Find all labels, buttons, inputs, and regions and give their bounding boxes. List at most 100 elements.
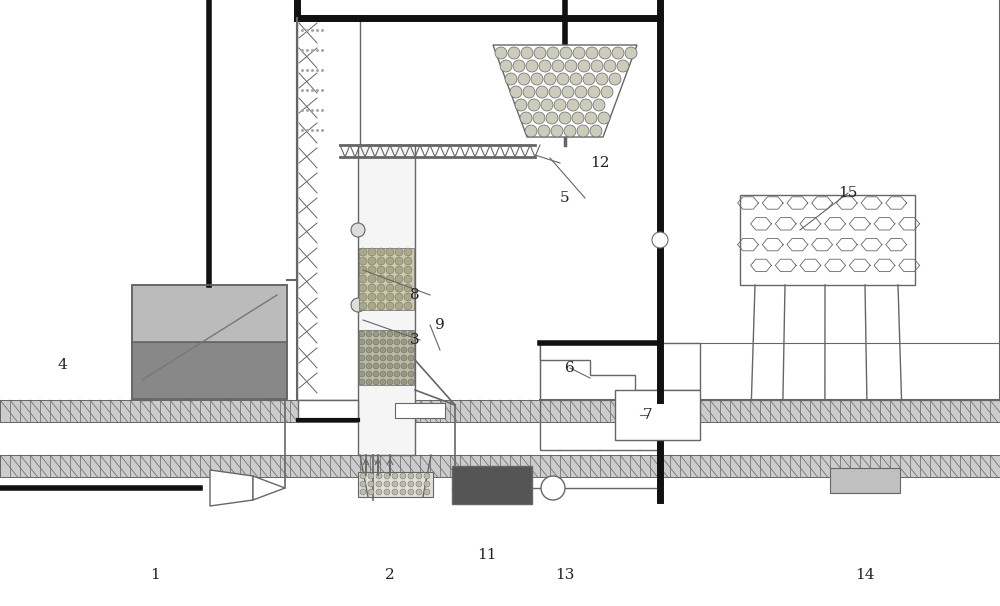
Bar [540, 343, 1000, 400]
Circle shape [380, 339, 386, 345]
Circle shape [424, 481, 430, 487]
Circle shape [366, 331, 372, 337]
Circle shape [408, 347, 414, 353]
Circle shape [386, 248, 394, 256]
Text: 12: 12 [590, 156, 610, 170]
Circle shape [368, 293, 376, 301]
Circle shape [541, 99, 553, 111]
Circle shape [368, 473, 374, 479]
Bar [540, 343, 660, 450]
Circle shape [400, 481, 406, 487]
Circle shape [416, 489, 422, 495]
Circle shape [359, 257, 367, 265]
Circle shape [387, 331, 393, 337]
Circle shape [572, 112, 584, 124]
Circle shape [373, 347, 379, 353]
Circle shape [376, 489, 382, 495]
Circle shape [395, 293, 403, 301]
Bar [740, 195, 915, 285]
Circle shape [373, 371, 379, 377]
Circle shape [495, 47, 507, 59]
Circle shape [366, 339, 372, 345]
Circle shape [368, 266, 376, 274]
Circle shape [508, 47, 520, 59]
Bar [615, 390, 700, 440]
Circle shape [377, 293, 385, 301]
Circle shape [376, 481, 382, 487]
Circle shape [368, 302, 376, 310]
Circle shape [360, 481, 366, 487]
Circle shape [408, 473, 414, 479]
Circle shape [526, 60, 538, 72]
Circle shape [395, 302, 403, 310]
Circle shape [401, 363, 407, 369]
Circle shape [380, 379, 386, 385]
Circle shape [394, 331, 400, 337]
Circle shape [386, 284, 394, 292]
Circle shape [510, 86, 522, 98]
Circle shape [404, 293, 412, 301]
Bar [359, 248, 414, 310]
Circle shape [395, 275, 403, 283]
Circle shape [596, 73, 608, 85]
Text: 14: 14 [855, 568, 875, 582]
Circle shape [586, 47, 598, 59]
Bar [298, 400, 358, 420]
Circle shape [373, 355, 379, 361]
Circle shape [380, 363, 386, 369]
Circle shape [386, 302, 394, 310]
Circle shape [583, 73, 595, 85]
Circle shape [394, 355, 400, 361]
Circle shape [599, 47, 611, 59]
Circle shape [573, 47, 585, 59]
Circle shape [565, 60, 577, 72]
Circle shape [575, 86, 587, 98]
Circle shape [404, 257, 412, 265]
Polygon shape [395, 403, 445, 418]
Circle shape [544, 73, 556, 85]
Bar [0, 400, 1000, 422]
Circle shape [368, 275, 376, 283]
Circle shape [408, 379, 414, 385]
Circle shape [400, 489, 406, 495]
Circle shape [359, 339, 365, 345]
Circle shape [380, 371, 386, 377]
Circle shape [539, 60, 551, 72]
Circle shape [373, 379, 379, 385]
Circle shape [593, 99, 605, 111]
Circle shape [380, 347, 386, 353]
Circle shape [387, 363, 393, 369]
Circle shape [395, 284, 403, 292]
Circle shape [377, 275, 385, 283]
Circle shape [380, 355, 386, 361]
Text: 2: 2 [385, 568, 395, 582]
Circle shape [351, 223, 365, 237]
Circle shape [580, 99, 592, 111]
Circle shape [368, 489, 374, 495]
Circle shape [652, 232, 668, 248]
Circle shape [609, 73, 621, 85]
Circle shape [518, 73, 530, 85]
Circle shape [368, 257, 376, 265]
Circle shape [359, 293, 367, 301]
Text: 4: 4 [57, 358, 67, 372]
Circle shape [612, 47, 624, 59]
Text: 9: 9 [435, 318, 445, 332]
Circle shape [404, 302, 412, 310]
Circle shape [538, 125, 550, 137]
Circle shape [384, 489, 390, 495]
Circle shape [392, 489, 398, 495]
Text: 8: 8 [410, 288, 420, 302]
Circle shape [404, 248, 412, 256]
Circle shape [520, 112, 532, 124]
Circle shape [377, 302, 385, 310]
Circle shape [359, 266, 367, 274]
Bar [830, 468, 900, 493]
Circle shape [395, 257, 403, 265]
Circle shape [373, 339, 379, 345]
Circle shape [401, 371, 407, 377]
Text: 7: 7 [643, 408, 653, 422]
Circle shape [404, 266, 412, 274]
Circle shape [394, 363, 400, 369]
Circle shape [359, 302, 367, 310]
